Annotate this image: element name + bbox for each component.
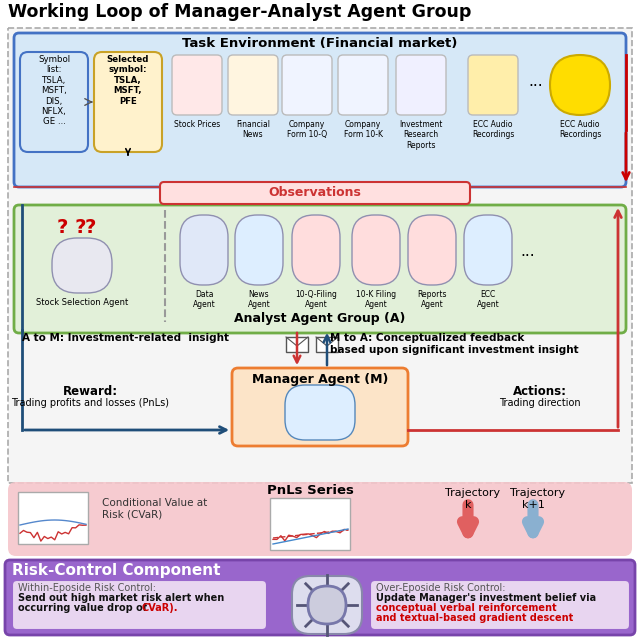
Text: Company
Form 10-Q: Company Form 10-Q (287, 120, 327, 140)
FancyBboxPatch shape (292, 576, 362, 634)
Bar (8, 28, 632, 483)
FancyBboxPatch shape (94, 52, 162, 152)
FancyBboxPatch shape (14, 205, 626, 333)
FancyBboxPatch shape (292, 215, 340, 285)
Text: ECC Audio
Recordings: ECC Audio Recordings (559, 120, 601, 140)
FancyBboxPatch shape (180, 215, 228, 285)
Text: Data
Agent: Data Agent (193, 290, 216, 309)
FancyBboxPatch shape (52, 238, 112, 293)
FancyBboxPatch shape (408, 215, 456, 285)
FancyBboxPatch shape (235, 215, 283, 285)
FancyBboxPatch shape (308, 586, 346, 624)
Text: Task Environment (Financial market): Task Environment (Financial market) (182, 37, 458, 50)
Text: ?: ? (84, 218, 96, 237)
FancyBboxPatch shape (8, 482, 632, 556)
Text: Company
Form 10-K: Company Form 10-K (344, 120, 383, 140)
Text: Selected
symbol:
TSLA,
MSFT,
PFE: Selected symbol: TSLA, MSFT, PFE (107, 55, 149, 106)
Text: Manager Agent (M): Manager Agent (M) (252, 373, 388, 386)
FancyBboxPatch shape (232, 368, 408, 446)
Text: News
Agent: News Agent (248, 290, 270, 309)
Text: Trajectory: Trajectory (445, 488, 500, 498)
Text: ? ?: ? ? (57, 218, 87, 237)
Text: M to A: Conceptualized feedback
based upon significant investment insight: M to A: Conceptualized feedback based up… (330, 333, 579, 355)
FancyBboxPatch shape (464, 215, 512, 285)
Text: Update Manager's investment belief via: Update Manager's investment belief via (376, 593, 596, 603)
FancyBboxPatch shape (172, 55, 222, 115)
Text: Stock Prices: Stock Prices (174, 120, 220, 129)
Text: CVaR).: CVaR). (142, 603, 179, 613)
Text: Trading direction: Trading direction (499, 398, 581, 408)
Text: Trajectory: Trajectory (510, 488, 565, 498)
Text: Send out high market risk alert when: Send out high market risk alert when (18, 593, 224, 603)
Text: Working Loop of Manager-Analyst Agent Group: Working Loop of Manager-Analyst Agent Gr… (8, 3, 472, 21)
Text: conceptual verbal reinforcement: conceptual verbal reinforcement (376, 603, 557, 613)
FancyBboxPatch shape (282, 55, 332, 115)
Bar (286, 337, 308, 352)
Text: Actions:: Actions: (513, 385, 567, 398)
Text: Risk-Control Component: Risk-Control Component (12, 563, 221, 578)
FancyBboxPatch shape (338, 55, 388, 115)
Text: Reports
Agent: Reports Agent (417, 290, 447, 309)
FancyBboxPatch shape (396, 55, 446, 115)
FancyBboxPatch shape (550, 55, 610, 115)
Text: k: k (465, 500, 471, 510)
FancyBboxPatch shape (5, 560, 635, 635)
Text: Over-Eposide Risk Control:: Over-Eposide Risk Control: (376, 583, 506, 593)
Text: Reward:: Reward: (63, 385, 118, 398)
Text: Observations: Observations (269, 186, 362, 199)
Bar (316, 337, 338, 352)
FancyBboxPatch shape (370, 580, 630, 630)
Text: A to M: Investment-related  insight: A to M: Investment-related insight (22, 333, 229, 343)
Text: PnLs Series: PnLs Series (267, 484, 353, 497)
FancyBboxPatch shape (228, 55, 278, 115)
Text: ECC Audio
Recordings: ECC Audio Recordings (472, 120, 514, 140)
Text: Investment
Research
Reports: Investment Research Reports (399, 120, 443, 150)
Text: Within-Eposide Risk Control:: Within-Eposide Risk Control: (18, 583, 156, 593)
FancyBboxPatch shape (285, 385, 355, 440)
Text: Conditional Value at
Risk (CVaR): Conditional Value at Risk (CVaR) (102, 498, 207, 520)
Text: Analyst Agent Group (A): Analyst Agent Group (A) (234, 312, 406, 325)
FancyBboxPatch shape (14, 33, 626, 187)
FancyBboxPatch shape (20, 52, 88, 152)
Text: occurring value drop of: occurring value drop of (18, 603, 150, 613)
FancyBboxPatch shape (352, 215, 400, 285)
Text: Financial
News: Financial News (236, 120, 270, 140)
Text: Stock Selection Agent: Stock Selection Agent (36, 298, 128, 307)
Text: ...: ... (520, 244, 534, 259)
Text: 10-K Filing
Agent: 10-K Filing Agent (356, 290, 396, 309)
Text: Symbol
list:
TSLA,
MSFT,
DIS,
NFLX,
GE ...: Symbol list: TSLA, MSFT, DIS, NFLX, GE .… (38, 55, 70, 126)
Text: ECC
Agent: ECC Agent (477, 290, 499, 309)
Text: ...: ... (528, 74, 543, 90)
Text: and textual-based gradient descent: and textual-based gradient descent (376, 613, 573, 623)
Text: Trading profits and losses (PnLs): Trading profits and losses (PnLs) (11, 398, 169, 408)
FancyBboxPatch shape (160, 182, 470, 204)
FancyBboxPatch shape (12, 580, 267, 630)
Text: k+1: k+1 (522, 500, 545, 510)
FancyBboxPatch shape (468, 55, 518, 115)
Bar (270, 498, 350, 550)
Text: 10-Q-Filing
Agent: 10-Q-Filing Agent (295, 290, 337, 309)
Bar (18, 492, 88, 544)
